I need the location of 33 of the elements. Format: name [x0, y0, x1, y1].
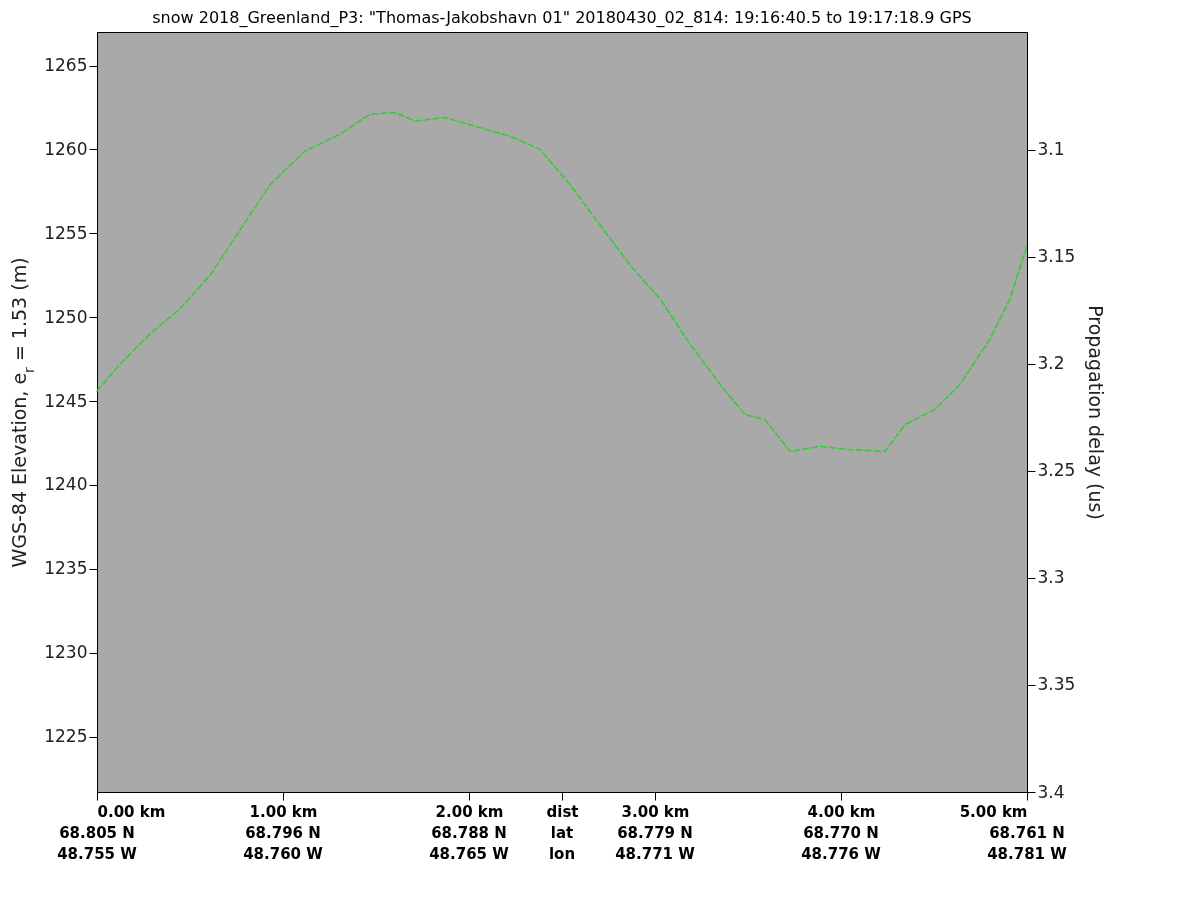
line-series — [96, 111, 1028, 453]
x-tick-label: 3.00 km — [621, 802, 690, 821]
text: 68.796 N 48.760 W — [243, 824, 324, 863]
y2-tick-label: 3.2 — [1037, 353, 1065, 374]
y2-tick-label: 3.3 — [1037, 567, 1065, 588]
y2-tick-label: 3.35 — [1037, 674, 1076, 695]
y-tick-label: 1225 — [44, 726, 88, 747]
text: 68.779 N 48.771 W — [615, 824, 696, 863]
y2-tick-label: 3.15 — [1037, 246, 1076, 267]
y2-tick-label: 3.1 — [1037, 139, 1065, 160]
text: 68.788 N 48.765 W — [429, 824, 510, 863]
x-tick-label: 5.00 km — [959, 802, 1028, 821]
y-tick-label: 1255 — [44, 222, 88, 243]
x-tick-label: dist — [546, 802, 579, 821]
y-tick-label: 1245 — [44, 390, 88, 411]
y-tick-label: 1260 — [44, 138, 88, 159]
y-tick-label: 1240 — [44, 474, 88, 495]
y-tick-label: 1265 — [44, 55, 88, 76]
text: 68.770 N 48.776 W — [801, 824, 882, 863]
text: lat lon — [548, 824, 576, 863]
y2-tick-label: 3.25 — [1037, 460, 1076, 481]
y-tick-label: 1250 — [44, 306, 88, 327]
x-tick-label: 1.00 km — [249, 802, 318, 821]
y2-tick-label: 3.4 — [1037, 781, 1065, 802]
y-tick-label: 1235 — [44, 558, 88, 579]
x-tick-label: 4.00 km — [807, 802, 876, 821]
x-tick-label: 2.00 km — [435, 802, 504, 821]
y-tick-label: 1230 — [44, 642, 88, 663]
x-tick-label: 0.00 km — [97, 802, 166, 821]
text: 68.805 N 48.755 W — [57, 824, 138, 863]
text: 68.761 N 48.781 W — [987, 824, 1068, 863]
chart-title: snow 2018_Greenland_P3: "Thomas-Jakobshavn 01" 20180430_02_814: 19:16:40.5 to 19:17:18.9 GPS — [152, 8, 972, 28]
y2-axis-title: Propagation delay (us) — [1085, 305, 1108, 520]
